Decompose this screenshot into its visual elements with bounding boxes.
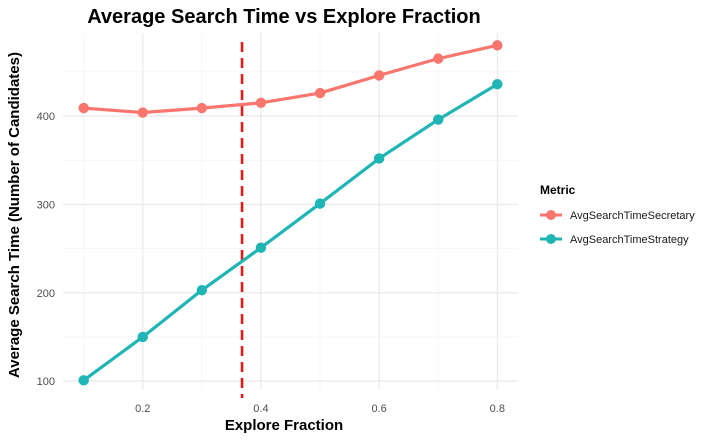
minor-gridlines — [63, 33, 518, 390]
y-tick-label: 300 — [37, 199, 55, 211]
y-tick-label: 400 — [37, 111, 55, 123]
x-tick-label: 0.4 — [253, 403, 268, 415]
series-line-2 — [82, 82, 499, 382]
series-group — [78, 40, 503, 386]
x-axis-label: Explore Fraction — [225, 417, 343, 434]
data-point — [137, 331, 148, 343]
data-point — [433, 114, 444, 125]
legend-label: AvgSearchTimeSecretary — [570, 210, 695, 222]
x-tick-label: 0.2 — [135, 403, 150, 415]
y-tick-label: 100 — [37, 376, 55, 388]
y-tick-label: 200 — [37, 288, 55, 300]
data-point — [78, 375, 89, 386]
data-point — [255, 242, 267, 253]
data-point — [78, 102, 89, 114]
data-point — [373, 70, 385, 81]
data-point — [196, 284, 208, 296]
chart-title: Average Search Time vs Explore Fraction — [87, 6, 481, 28]
legend-key-point — [546, 234, 556, 244]
x-tick-label: 0.8 — [490, 403, 505, 415]
data-point — [433, 53, 444, 64]
legend-title: Metric — [540, 183, 576, 197]
data-point — [492, 79, 503, 90]
series-line-1 — [82, 43, 499, 115]
data-point — [373, 153, 385, 164]
legend-key-point — [546, 210, 556, 220]
legend-label: AvgSearchTimeStrategy — [570, 234, 689, 246]
data-point — [255, 97, 267, 109]
x-tick-label: 0.6 — [371, 403, 386, 415]
major-gridlines — [63, 33, 518, 390]
y-tick-labels: 100 200 300 400 — [37, 111, 55, 388]
data-point — [492, 40, 503, 51]
x-tick-labels: 0.2 0.4 0.6 0.8 — [135, 403, 505, 415]
data-point — [314, 87, 326, 99]
legend: Metric AvgSearchTimeSecretary AvgSearchTi… — [540, 183, 695, 246]
data-point — [137, 107, 148, 118]
data-point — [196, 102, 208, 114]
data-point — [314, 198, 326, 209]
y-axis-label: Average Search Time (Number of Candidate… — [6, 52, 23, 378]
